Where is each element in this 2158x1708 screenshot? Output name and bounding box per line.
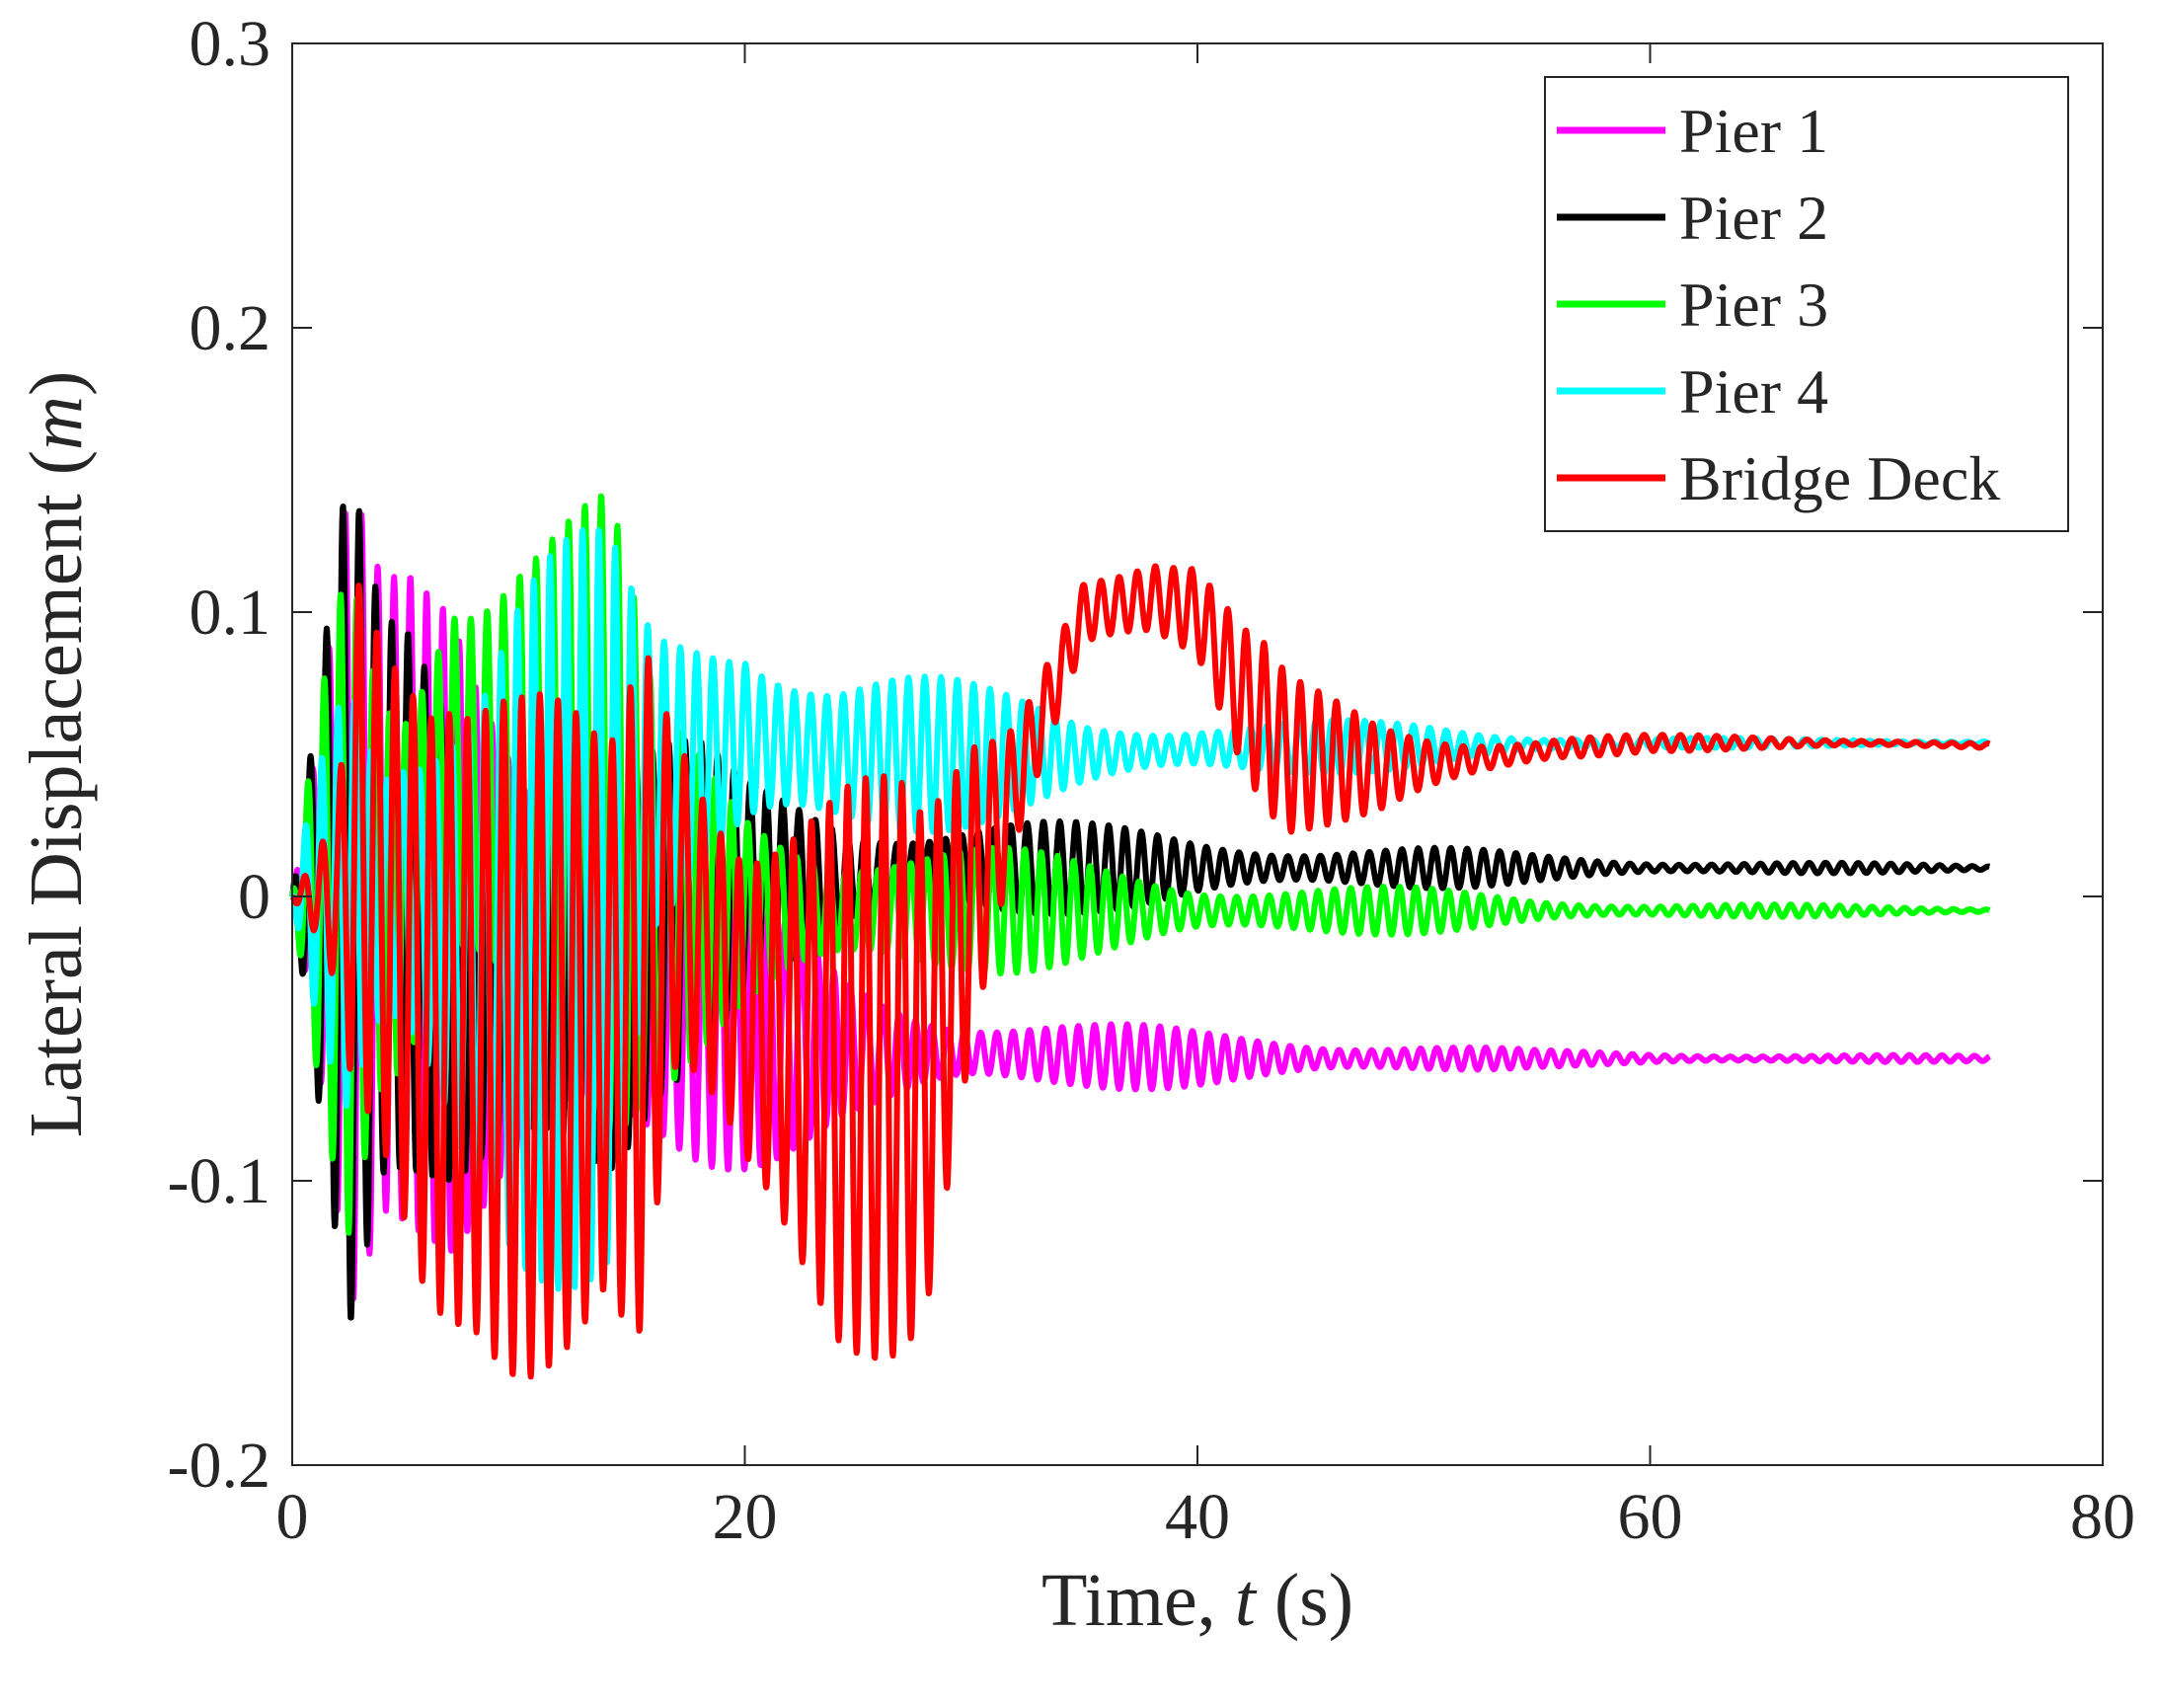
series-line-5 <box>289 563 1992 1380</box>
x-axis-title-pre: Time, <box>1041 1559 1235 1642</box>
x-axis-title-var: t <box>1235 1559 1258 1642</box>
legend: Pier 1 Pier 2 Pier 3 Pier 4 Bridge Deck <box>1544 76 2069 532</box>
legend-label: Pier 1 <box>1679 96 1828 166</box>
series-line-4 <box>289 527 1992 1292</box>
y-axis-title-post: ) <box>15 371 98 396</box>
legend-label: Bridge Deck <box>1679 443 2000 513</box>
y-axis-title-pre: Lateral Displacement ( <box>15 450 98 1137</box>
legend-label: Pier 2 <box>1679 183 1828 253</box>
y-axis-title: Lateral Displacement (m) <box>15 371 98 1138</box>
legend-items: Pier 1 Pier 2 Pier 3 Pier 4 Bridge Deck <box>1557 96 2000 513</box>
x-tick-label: 0 <box>276 1481 309 1553</box>
legend-label: Pier 4 <box>1679 356 1828 427</box>
y-tick-label: 0.1 <box>190 577 271 649</box>
y-tick-label: 0.3 <box>190 8 271 80</box>
y-tick-labels: -0.2 -0.1 0 0.1 0.2 0.3 <box>168 8 270 1502</box>
x-tick-label: 60 <box>1618 1481 1683 1553</box>
x-tick-label: 20 <box>713 1481 778 1553</box>
x-tick-label: 40 <box>1165 1481 1230 1553</box>
legend-label: Pier 3 <box>1679 270 1828 340</box>
series-lines <box>289 493 1992 1380</box>
y-tick-label: -0.2 <box>168 1430 270 1502</box>
axis-ticks <box>291 42 2104 1466</box>
y-tick-label: 0.2 <box>190 292 271 364</box>
y-tick-label: -0.1 <box>168 1145 270 1217</box>
x-tick-labels: 0 20 40 60 80 <box>276 1481 2136 1553</box>
x-axis-title-post: (s) <box>1256 1559 1353 1642</box>
y-axis-title-var: m <box>15 396 98 450</box>
x-axis-title: Time, t (s) <box>1041 1559 1353 1642</box>
x-tick-label: 80 <box>2070 1481 2135 1553</box>
y-tick-label: 0 <box>238 861 270 933</box>
